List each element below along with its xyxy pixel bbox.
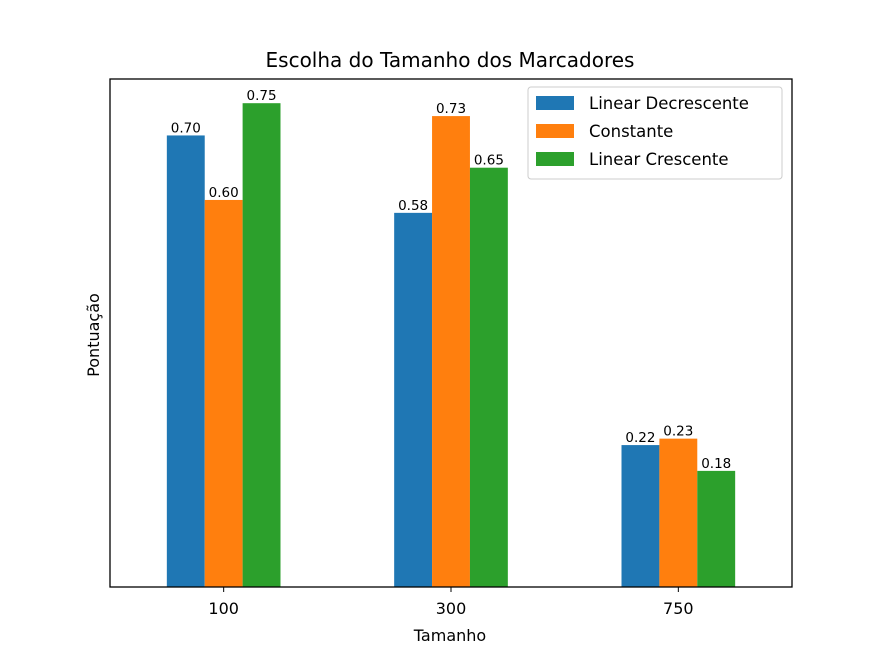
x-ticks-group: 100 300 750 xyxy=(208,587,694,618)
data-label: 0.73 xyxy=(436,101,466,117)
x-tick-label: 750 xyxy=(663,599,694,618)
chart-title: Escolha do Tamanho dos Marcadores xyxy=(266,48,635,72)
legend-label: Constante xyxy=(589,122,673,141)
legend-label: Linear Decrescente xyxy=(589,94,749,113)
x-axis-label: Tamanho xyxy=(413,626,486,645)
bar-constante-300 xyxy=(432,116,470,587)
data-labels-group: 0.70 0.60 0.75 0.58 0.73 0.65 0.22 0.23 0.18 xyxy=(171,88,732,472)
legend-swatch xyxy=(536,96,574,110)
bar-linear-decrescente-750 xyxy=(621,445,660,587)
data-label: 0.18 xyxy=(701,456,731,472)
data-label: 0.22 xyxy=(625,430,655,446)
data-label: 0.23 xyxy=(663,424,693,440)
x-tick-label: 300 xyxy=(436,599,467,618)
data-label: 0.70 xyxy=(171,120,201,136)
legend-swatch xyxy=(536,124,574,138)
x-tick-label: 100 xyxy=(208,599,239,618)
bars-group xyxy=(166,103,736,587)
data-label: 0.75 xyxy=(247,88,277,104)
bar-linear-crescente-300 xyxy=(469,167,508,587)
data-label: 0.60 xyxy=(209,185,239,201)
bar-linear-decrescente-100 xyxy=(166,135,205,587)
legend-frame xyxy=(527,86,783,180)
bar-constante-750 xyxy=(659,438,698,587)
legend: Linear Decrescente Constante Linear Cresce… xyxy=(527,86,783,180)
legend-swatch xyxy=(536,152,574,166)
data-label: 0.58 xyxy=(398,198,428,214)
bar-linear-crescente-100 xyxy=(242,103,281,587)
bar-linear-crescente-750 xyxy=(697,470,736,587)
bar-linear-decrescente-300 xyxy=(394,212,433,587)
legend-label: Linear Crescente xyxy=(589,150,729,169)
data-label: 0.65 xyxy=(474,153,504,169)
y-axis-label: Pontuação xyxy=(84,293,103,377)
bar-constante-100 xyxy=(204,199,243,587)
